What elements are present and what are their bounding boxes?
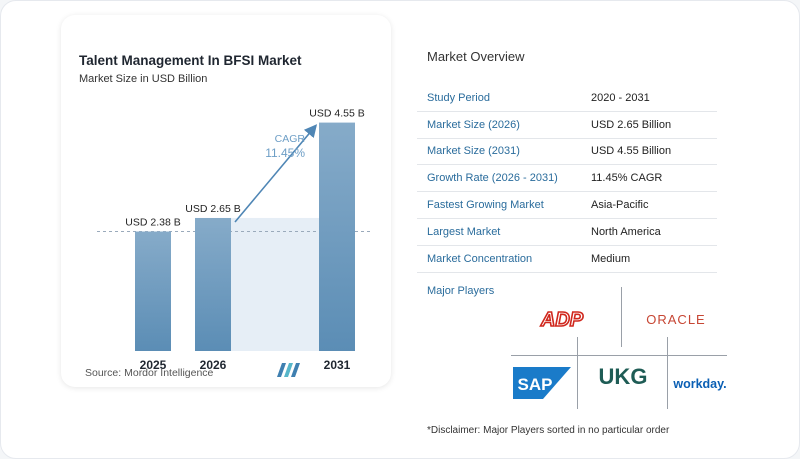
oracle-logo: ORACLE <box>631 307 721 331</box>
growth-band <box>231 217 319 351</box>
cagr-value: 11.45% <box>265 146 305 160</box>
overview-label: Market Size (2026) <box>427 118 520 131</box>
overview-label: Growth Rate (2026 - 2031) <box>427 172 558 185</box>
chart-title: Talent Management In BFSI Market <box>79 53 302 68</box>
overview-value: Asia-Pacific <box>591 199 649 212</box>
value-label-2031: USD 4.55 B <box>309 108 364 120</box>
x-tick-2031: 2031 <box>324 358 351 372</box>
overview-row: Growth Rate (2026 - 2031) 11.45% CAGR <box>417 165 717 193</box>
overview-table: Study Period 2020 - 2031 Market Size (2026… <box>417 85 717 273</box>
player-oracle: ORACLE <box>646 311 706 327</box>
overview-row: Fastest Growing Market Asia-Pacific <box>417 192 717 219</box>
overview-row: Market Size (2026) USD 2.65 Billion <box>417 112 717 139</box>
overview-row: Largest Market North America <box>417 219 717 246</box>
overview-value: Medium <box>591 252 631 265</box>
overview-label: Market Concentration <box>427 252 533 265</box>
overview-label: Study Period <box>427 91 490 104</box>
overview-value: 11.45% CAGR <box>591 172 663 185</box>
overview-value: USD 2.65 Billion <box>591 118 672 131</box>
source-note: Source: Mordor Intelligence <box>85 367 214 379</box>
major-players-title: Major Players <box>427 285 495 297</box>
ukg-logo: UKG <box>581 359 665 395</box>
value-label-2025: USD 2.38 B <box>125 217 180 229</box>
x-tick-2025: 2025 <box>140 358 167 372</box>
chart-card: Talent Management In BFSI Market Market … <box>61 15 391 387</box>
overview-label: Fastest Growing Market <box>427 199 544 212</box>
disclaimer: *Disclaimer: Major Players sorted in no … <box>427 425 670 436</box>
overview-row: Market Concentration Medium <box>417 246 717 273</box>
cagr-label: CAGR <box>275 133 306 145</box>
bar-2031 <box>319 122 355 351</box>
chart-subtitle: Market Size in USD Billion <box>79 73 208 85</box>
bar-2025 <box>135 231 171 351</box>
bar-chart: USD 2.38 B 2025 USD 2.65 B 2026 USD 4.55 B 20… <box>97 108 373 372</box>
overview-value: USD 4.55 Billion <box>591 145 672 158</box>
player-adp: ADP <box>540 309 584 330</box>
overview-row: Study Period 2020 - 2031 <box>417 85 717 112</box>
cagr-arrow <box>234 124 318 223</box>
overview-value: North America <box>591 225 661 238</box>
overview-title: Market Overview <box>427 49 525 64</box>
player-ukg: UKG <box>598 364 648 389</box>
player-workday: workday. <box>673 377 727 391</box>
major-players-grid: ADP ORACLE SAP UKG workday. <box>501 287 733 409</box>
mordor-logo <box>277 363 301 382</box>
bar-2026 <box>195 217 231 351</box>
workday-logo: workday. <box>669 371 731 397</box>
x-tick-2026: 2026 <box>200 358 227 372</box>
sap-logo: SAP <box>511 363 573 403</box>
overview-value: 2020 - 2031 <box>591 91 650 104</box>
overview-label: Market Size (2031) <box>427 145 520 158</box>
overview-row: Market Size (2031) USD 4.55 Billion <box>417 139 717 166</box>
adp-logo: ADP <box>537 307 587 331</box>
value-label-2026: USD 2.65 B <box>185 203 240 215</box>
overview-label: Largest Market <box>427 225 501 238</box>
player-sap: SAP <box>518 375 553 394</box>
